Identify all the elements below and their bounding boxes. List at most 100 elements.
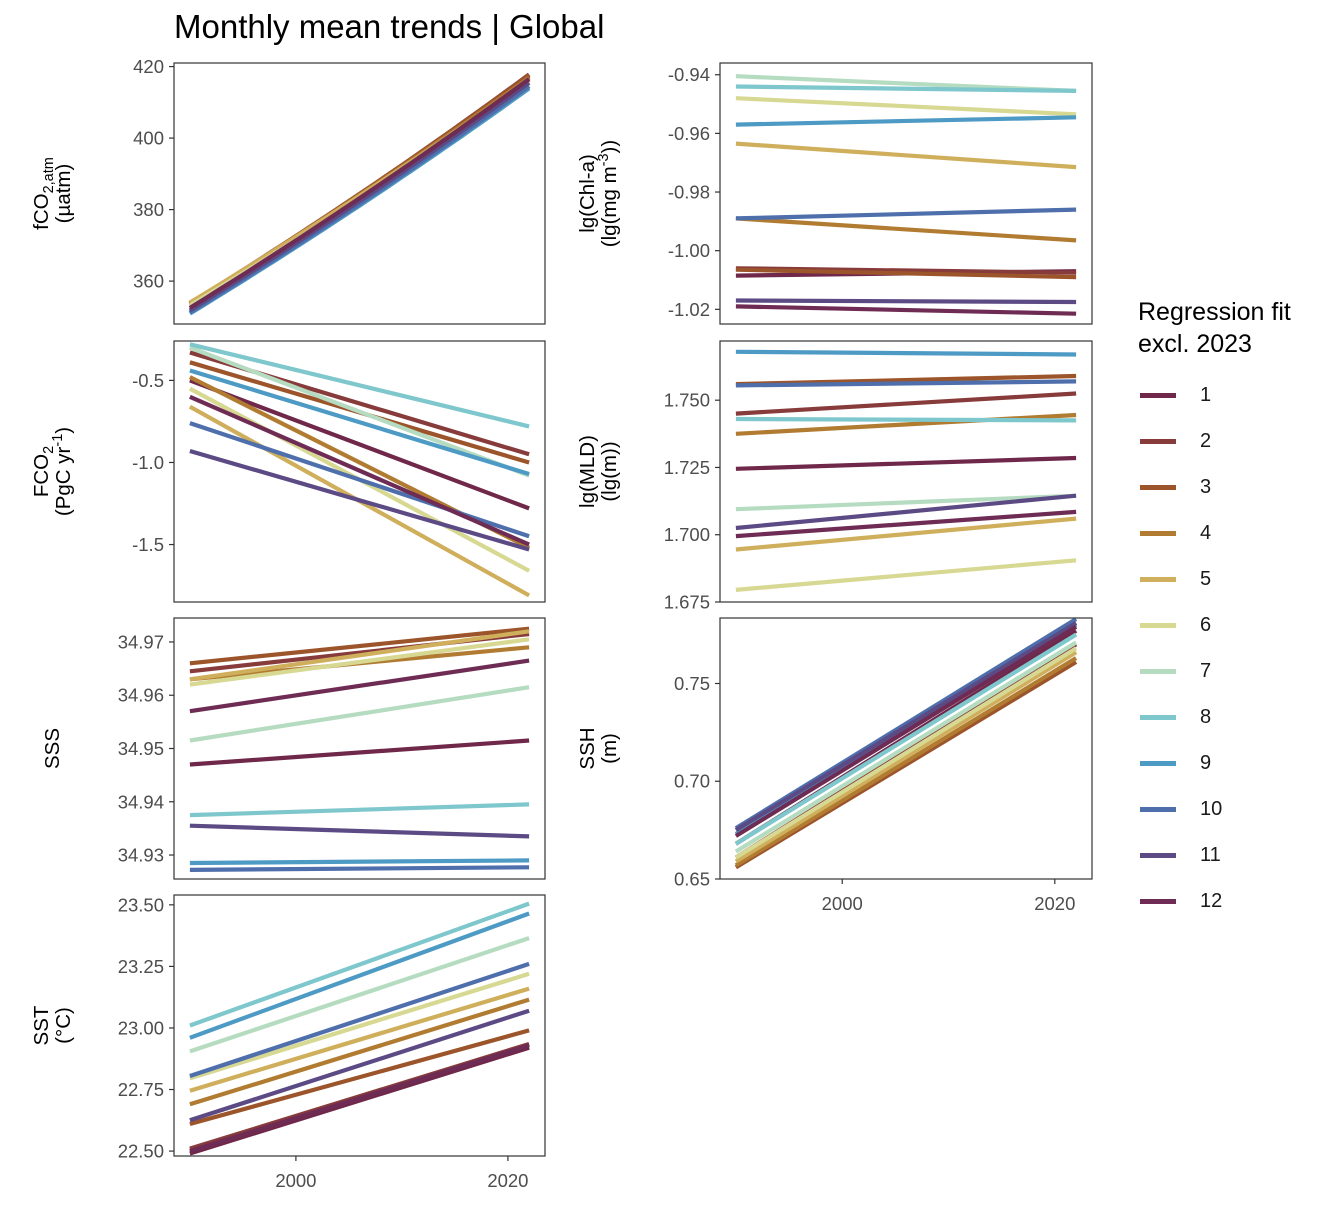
series-line-month-9 [735,115,1077,127]
y-tick-label: 34.94 [118,791,164,812]
y-tick-label: 1.725 [664,457,710,478]
series-line-month-8 [734,632,1078,846]
y-axis-title: lg(MLD)(lg(m)) [576,435,621,508]
series-line-month-6 [735,558,1077,592]
y-tick-label: -1.02 [668,299,710,320]
legend-item: 1 [1140,383,1260,407]
legend-key-swatch [1140,623,1176,628]
legend-item: 11 [1140,843,1260,867]
panel-7: 22.50 22.75 23.00 23.25 23.50 2000 2020 SST(°C) [30,894,546,1191]
series-line-month-6 [735,96,1077,117]
legend-title-line1: Regression fit [1138,298,1291,326]
series-group [735,349,1077,592]
series-line-month-1 [735,455,1077,471]
legend-key-swatch [1140,761,1176,766]
series-line-month-6 [734,646,1078,860]
series-line-month-4 [734,656,1078,868]
series-line-month-3 [735,267,1077,280]
series-line-month-11 [735,298,1077,305]
series-line-month-6 [189,971,530,1081]
legend-item: 8 [1140,705,1260,729]
legend-item: 2 [1140,429,1260,453]
series-line-month-11 [189,823,530,839]
y-tick-label: -1.5 [132,534,164,555]
y-tick-label: -0.98 [668,182,710,203]
panel-frame [719,617,1093,880]
panel-frame [173,340,546,603]
series-line-month-10 [189,865,530,872]
series-line-month-12 [735,509,1077,539]
series-line-month-11 [189,1008,530,1123]
series-line-month-12 [189,394,530,547]
y-tick-label: 1.750 [664,390,710,411]
panel-4: 1.675 1.700 1.725 1.750 lg(MLD)(lg(m)) [576,340,1093,613]
legend-item: 9 [1140,751,1260,775]
y-tick-label: 1.675 [664,592,710,613]
series-line-month-1 [189,378,530,511]
series-line-month-9 [189,368,530,477]
legend-label: 9 [1200,752,1212,774]
y-axis-title: SST(°C) [30,1005,75,1045]
y-axis-title: FCO2(PgC yr-1) [30,427,75,516]
legend-key-swatch [1140,853,1176,858]
y-tick-label: 23.25 [118,956,164,977]
x-tick-label: 2020 [1034,893,1075,914]
series-line-month-12 [189,1043,530,1154]
y-tick-label: 23.00 [118,1017,164,1038]
y-tick-label: -0.94 [668,64,710,85]
y-axis-title: SSH(m) [576,727,621,769]
y-tick-label: 34.93 [118,845,164,866]
legend-label: 2 [1200,430,1212,452]
panel-2: -1.02 -1.00 -0.98 -0.96 -0.94 lg(Chl-a)(lg(mg… [576,62,1093,325]
series-line-month-5 [734,650,1078,864]
y-tick-label: 400 [133,128,164,149]
legend-key-swatch [1140,669,1176,674]
series-line-month-11 [734,621,1078,832]
series-line-month-10 [189,421,530,539]
y-tick-label: -1.0 [132,452,164,473]
series-group [734,618,1078,870]
y-tick-label: 420 [133,56,164,77]
legend-key-swatch [1140,807,1176,812]
series-line-month-12 [735,304,1077,316]
panel-6: 0.65 0.70 0.75 2000 2020 SSH(m) [576,617,1093,914]
legend-key-swatch [1140,577,1176,582]
y-tick-label: -0.5 [132,370,164,391]
y-tick-label: 34.97 [118,631,164,652]
legend-item: 7 [1140,659,1260,683]
series-line-month-5 [189,986,530,1093]
y-tick-label: 23.50 [118,894,164,915]
legend-key-swatch [1140,899,1176,904]
series-line-month-1 [189,1045,530,1156]
legend-label: 3 [1200,476,1212,498]
legend-key-swatch [1140,531,1176,536]
legend-key-swatch [1140,715,1176,720]
series-line-month-4 [189,997,530,1107]
series-line-month-10 [735,207,1077,221]
panel-frame [173,894,546,1157]
legend-item: 3 [1140,475,1260,499]
legend-label: 5 [1200,568,1212,590]
panel-5: 34.93 34.94 34.95 34.96 34.97 SSS [41,617,546,880]
panel-frame [173,62,546,325]
series-line-month-2 [735,391,1077,416]
y-axis-title: fCO2,atm(µatm) [30,157,75,230]
series-group [189,626,530,872]
series-line-month-8 [189,802,530,818]
series-line-month-4 [735,216,1077,243]
chart-title: Monthly mean trends | Global [174,8,605,45]
legend-label: 12 [1200,890,1223,912]
series-line-month-11 [735,493,1077,531]
legend: Regression fit excl. 2023 1 2 3 4 5 6 7 8 9 10 11 1… [1138,296,1291,912]
legend-label: 8 [1200,706,1212,728]
series-line-month-5 [735,141,1077,170]
legend-item: 6 [1140,613,1260,637]
series-line-month-8 [735,84,1077,93]
series-line-month-8 [189,901,530,1028]
y-tick-label: 380 [133,199,164,220]
series-line-month-1 [189,738,530,767]
series-line-month-7 [189,345,530,478]
series-line-month-7 [189,685,530,743]
y-tick-label: 22.75 [118,1079,164,1100]
legend-key-swatch [1140,439,1176,444]
